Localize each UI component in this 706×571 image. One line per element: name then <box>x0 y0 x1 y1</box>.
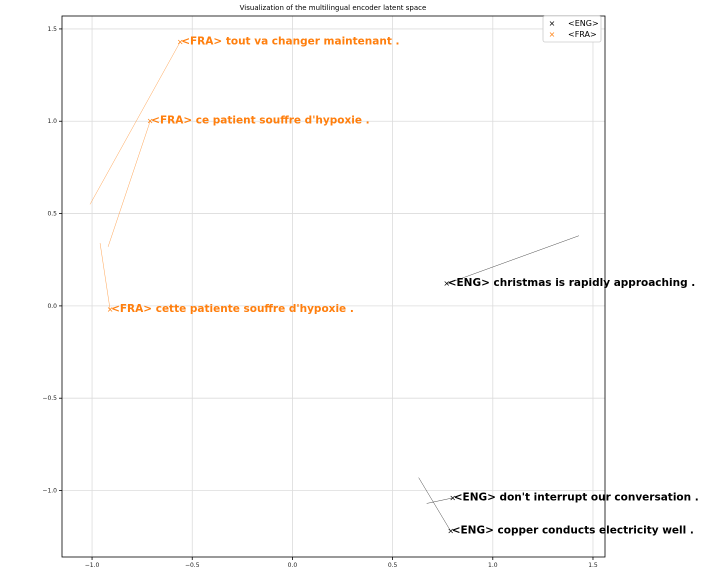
x-tick-label: 0.5 <box>388 562 398 569</box>
legend-marker-fra: × <box>549 30 556 39</box>
x-tick-label: −1.0 <box>85 562 100 569</box>
markers: × × × × × × <box>107 37 456 535</box>
annotation-leader-line <box>446 235 580 284</box>
data-point-label: <FRA> ce patient souffre d'hypoxie . <box>151 115 369 127</box>
y-tick-label: 0.5 <box>47 211 57 218</box>
annotation-leader-line <box>418 477 451 532</box>
annotation-leader-line <box>99 243 111 310</box>
data-point-marker: × <box>147 117 154 126</box>
data-point-label: <FRA> cette patiente souffre d'hypoxie . <box>111 303 354 315</box>
y-tick-label: −0.5 <box>42 395 57 402</box>
data-point-marker: × <box>177 37 184 46</box>
legend-label-eng: <ENG> <box>568 19 599 28</box>
x-tick-label: 1.0 <box>488 562 498 569</box>
data-point-label: <FRA> tout va changer maintenant . <box>181 35 399 47</box>
data-point-label: <ENG> don't interrupt our conversation . <box>454 491 699 503</box>
x-tick-label: 0.0 <box>288 562 298 569</box>
data-point-marker: × <box>449 493 456 502</box>
plot-area <box>62 16 605 557</box>
y-tick-label: 0.0 <box>47 303 57 310</box>
x-tick-label: 1.5 <box>588 562 598 569</box>
annotation-labels: <ENG> christmas is rapidly approaching .… <box>111 35 699 536</box>
axes <box>61 15 606 558</box>
annotation-leaders <box>89 41 580 532</box>
annotation-leader-line <box>89 41 181 205</box>
y-tick-label: 1.5 <box>47 26 57 33</box>
data-point-marker: × <box>443 279 450 288</box>
ticks: −1.0 −0.5 0.0 0.5 1.0 1.5 1.5 1.0 0.5 0.0 −0.5 −1.0 <box>42 26 598 569</box>
chart-title: Visualization of the multilingual encode… <box>240 4 427 12</box>
plot-frame <box>61 15 606 558</box>
y-tick-label: −1.0 <box>42 488 57 495</box>
x-tick-label: −0.5 <box>185 562 200 569</box>
legend: × <ENG> × <FRA> <box>542 15 602 43</box>
legend-box <box>542 15 602 43</box>
y-tick-label: 1.0 <box>47 118 57 125</box>
data-point-label: <ENG> copper conducts electricity well . <box>452 525 694 537</box>
data-point-marker: × <box>107 305 114 314</box>
legend-marker-eng: × <box>549 19 556 28</box>
data-point-label: <ENG> christmas is rapidly approaching . <box>448 277 696 289</box>
legend-label-fra: <FRA> <box>568 30 597 39</box>
annotation-leader-line <box>426 497 453 504</box>
annotation-leader-line <box>107 121 151 247</box>
grid <box>62 16 605 557</box>
data-point-marker: × <box>447 527 454 536</box>
